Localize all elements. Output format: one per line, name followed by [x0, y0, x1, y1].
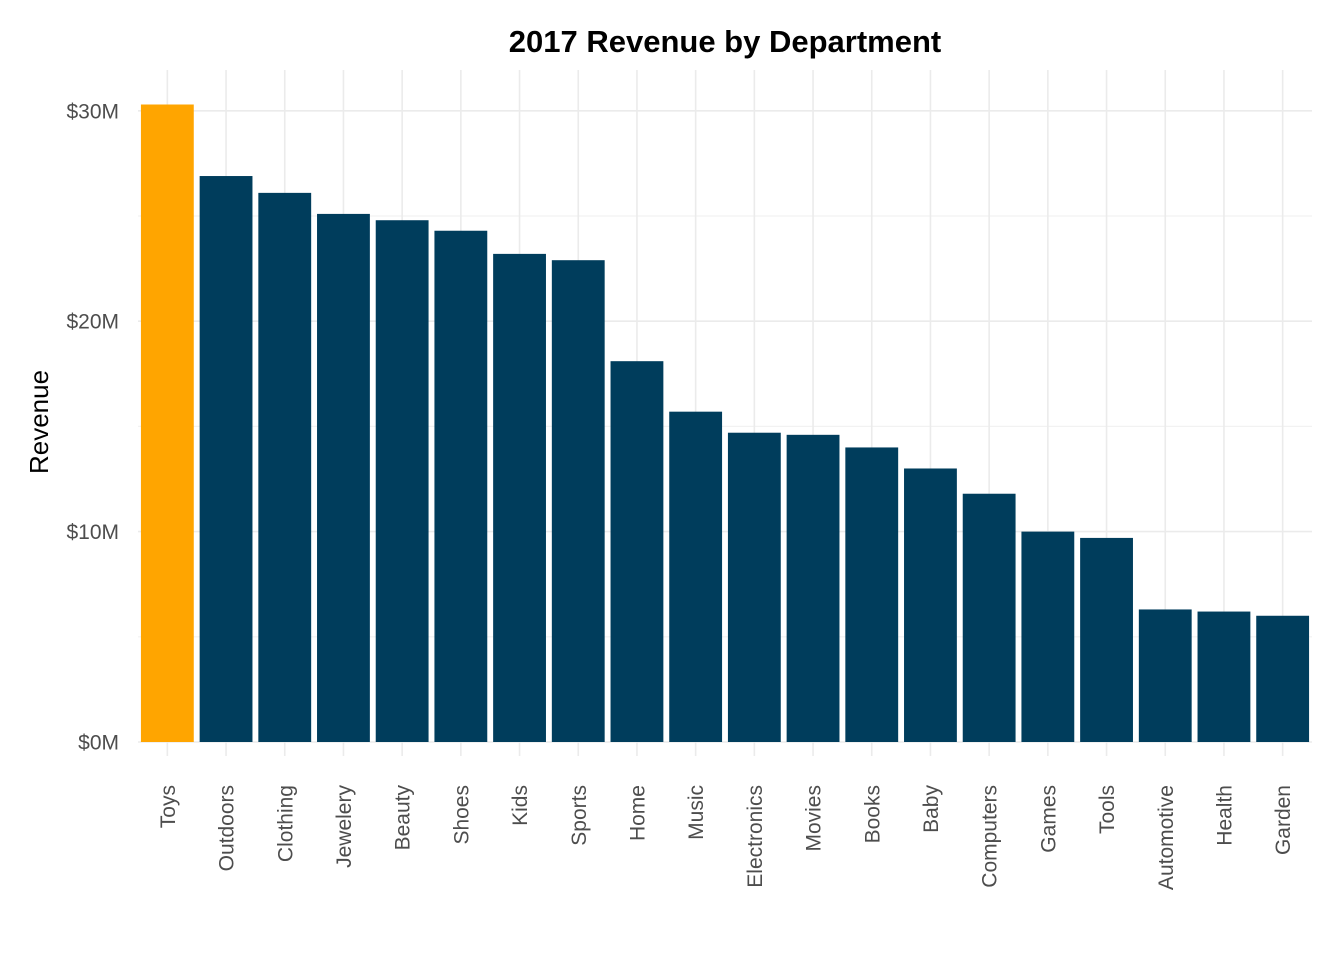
bar-sports [551, 260, 605, 742]
bar-garden [1256, 615, 1310, 742]
bars [140, 104, 1310, 743]
bar-health [1197, 611, 1251, 742]
x-tick-label: Jewelery [333, 785, 356, 868]
x-tick-label: Clothing [274, 785, 297, 862]
x-tick-label: Sports [568, 785, 591, 846]
bar-baby [904, 468, 957, 742]
x-tick-label: Tools [1096, 785, 1119, 834]
y-axis-ticks: $0M $10M $20M $30M [66, 100, 119, 754]
chart-title: 2017 Revenue by Department [509, 24, 941, 59]
x-tick-label: Kids [509, 785, 532, 826]
grid-lines [138, 70, 1312, 756]
bar-kids [493, 253, 546, 742]
x-tick-label: Toys [157, 785, 180, 828]
x-tick-label: Automotive [1155, 785, 1178, 890]
bar-tools [1080, 537, 1133, 742]
x-tick-label: Outdoors [216, 785, 239, 871]
x-tick-label: Health [1213, 785, 1236, 846]
bar-home [610, 361, 664, 742]
x-tick-label: Beauty [392, 785, 415, 851]
bar-outdoors [199, 176, 253, 742]
x-tick-label: Shoes [450, 785, 473, 845]
y-tick-label: $0M [78, 732, 119, 755]
bar-toys [140, 104, 194, 742]
x-axis-ticks: Toys Outdoors Clothing Jewelery Beauty Shoes K… [157, 785, 1295, 891]
bar-movies [786, 434, 840, 742]
bar-clothing [258, 192, 312, 742]
bar-books [845, 447, 899, 742]
y-axis-label: Revenue [24, 370, 54, 474]
bar-shoes [434, 230, 488, 743]
bar-automotive [1138, 609, 1192, 742]
x-tick-label: Music [685, 785, 708, 840]
x-tick-label: Movies [803, 785, 826, 852]
bar-jewelery [317, 213, 370, 742]
bar-games [1021, 531, 1075, 742]
bar-beauty [375, 220, 429, 742]
y-tick-label: $20M [66, 311, 119, 334]
y-tick-label: $30M [66, 100, 119, 123]
x-tick-label: Electronics [744, 785, 767, 888]
x-tick-label: Home [626, 785, 649, 841]
x-tick-label: Garden [1272, 785, 1295, 855]
y-tick-label: $10M [66, 521, 119, 544]
x-tick-label: Books [861, 785, 884, 843]
x-tick-label: Games [1037, 785, 1060, 853]
x-tick-label: Baby [920, 785, 943, 833]
bar-electronics [727, 432, 781, 742]
bar-computers [962, 493, 1016, 742]
x-tick-label: Computers [979, 785, 1002, 888]
bar-music [669, 411, 723, 742]
